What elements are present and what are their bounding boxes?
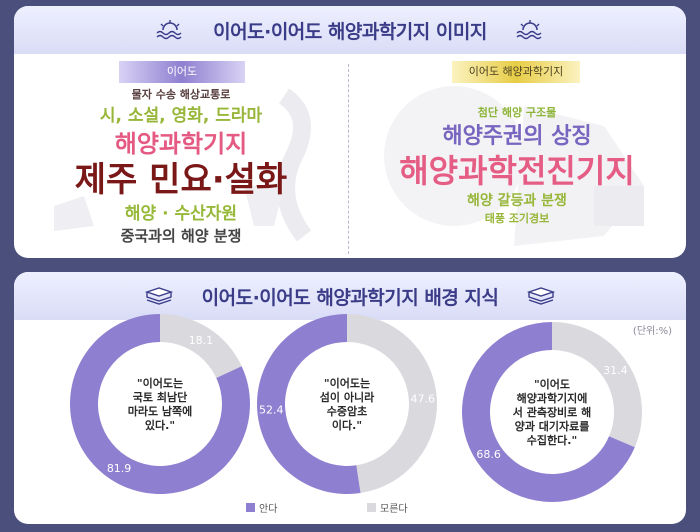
waves-sun-icon — [516, 20, 542, 40]
question-text-line: 이다." — [332, 418, 362, 432]
books-icon — [144, 287, 173, 305]
word: 첨단 해양 구조물 — [477, 106, 557, 119]
column-divider — [348, 64, 349, 254]
image-panel: 이어도·이어도 해양과학기지 이미지 이어도 이어도 해양과학기지 물자 수송 … — [14, 6, 686, 258]
slice-know — [69, 314, 250, 495]
question-text-line: 마라도 남쪽에 — [128, 404, 193, 418]
legend-swatch-dont-know — [367, 503, 376, 512]
station-word-cloud: 첨단 해양 구조물 해양주권의 상징 해양과학전진기지 해양 갈등과 분쟁 태풍… — [348, 104, 686, 254]
question-text-line: 양과 대기자료를 — [515, 419, 590, 433]
question-text-line: "이어도는 — [324, 376, 370, 390]
question-text-line: 국토 최남단 — [133, 390, 187, 404]
slice-dont-know — [160, 314, 242, 378]
value-label-dont-know: 47.6 — [411, 392, 436, 405]
legend-label-dont-know: 모른다 — [380, 504, 408, 515]
value-label-know: 68.6 — [476, 448, 501, 461]
question-text-line: "이어도 — [534, 377, 570, 391]
value-label-know: 81.9 — [107, 462, 132, 475]
word: 중국과의 해양 분쟁 — [120, 227, 242, 245]
unit-label: (단위:%) — [632, 326, 672, 337]
books-icon — [527, 287, 556, 305]
ieodo-tag: 이어도 — [119, 61, 245, 83]
waves-sun-icon — [156, 20, 182, 40]
legend-know: 안다 — [246, 500, 277, 515]
legend-swatch-know — [246, 503, 255, 512]
image-panel-header: 이어도·이어도 해양과학기지 이미지 — [14, 6, 686, 54]
slice-know — [462, 322, 635, 503]
ocean-station-illustration — [384, 86, 644, 246]
slice-know — [257, 314, 361, 494]
word: 물자 수송 해상교통로 — [131, 88, 231, 101]
word: 시, 소설, 영화, 드라마 — [99, 106, 263, 126]
legend-dont-know: 모른다 — [367, 500, 408, 515]
value-label-dont-know: 31.4 — [603, 364, 628, 377]
word: 해양주권의 상징 — [442, 124, 592, 149]
question-text-line: 수집한다." — [527, 433, 577, 447]
value-label-dont-know: 18.1 — [189, 334, 214, 347]
legend-label-know: 안다 — [259, 504, 278, 515]
question-text-line: 있다." — [145, 418, 175, 432]
question-text-line: "이어도는 — [137, 376, 183, 390]
word: 제주 민요·설화 — [74, 160, 288, 200]
word: 태풍 조기경보 — [484, 212, 550, 225]
question-text-line: 수중암초 — [327, 405, 367, 418]
slice-dont-know — [552, 322, 642, 448]
value-label-know: 52.4 — [259, 404, 284, 417]
dragon-illustration — [54, 88, 312, 242]
knowledge-panel-title: 이어도·이어도 해양과학기지 배경 지식 — [201, 286, 499, 309]
ieodo-word-cloud: 물자 수송 해상교통로 시, 소설, 영화, 드라마 해양과학기지 제주 민요·… — [14, 86, 348, 256]
question-text-line: 섬이 아니라 — [320, 390, 375, 404]
slice-dont-know — [347, 314, 438, 493]
word: 해양 · 수산자원 — [124, 204, 238, 224]
knowledge-panel-header: 이어도·이어도 해양과학기지 배경 지식 — [14, 272, 686, 320]
question-text-line: 해양과학기지에 — [517, 391, 588, 405]
question-text-line: 서 관측장비로 해 — [513, 405, 592, 419]
word: 해양과학기지 — [114, 130, 248, 158]
image-panel-title: 이어도·이어도 해양과학기지 이미지 — [213, 20, 487, 43]
word: 해양과학전진기지 — [399, 152, 635, 190]
station-tag: 이어도 해양과학기지 — [452, 61, 580, 83]
word: 해양 갈등과 분쟁 — [467, 193, 567, 209]
